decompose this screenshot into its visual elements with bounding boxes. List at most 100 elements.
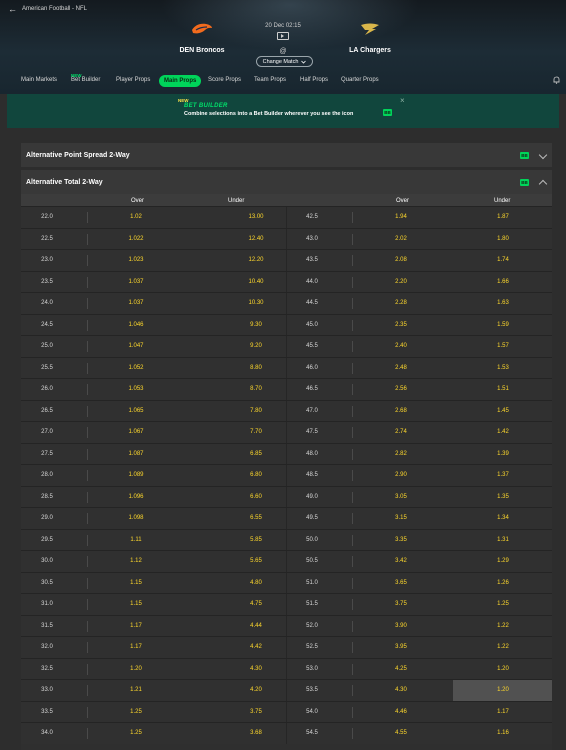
over-odds[interactable]: 1.047 (128, 343, 144, 349)
over-odds[interactable]: 2.08 (395, 257, 407, 263)
over-odds[interactable]: 3.05 (395, 493, 407, 500)
over-odds[interactable]: 1.046 (128, 321, 144, 328)
tab-player-props[interactable]: Player Props (116, 77, 150, 83)
under-odds[interactable]: 4.42 (250, 644, 262, 650)
over-odds[interactable]: 1.21 (130, 687, 142, 693)
under-odds[interactable]: 1.57 (497, 343, 509, 349)
over-odds[interactable]: 1.096 (128, 493, 144, 500)
tab-quarter-props[interactable]: Quarter Props (341, 77, 379, 83)
under-odds[interactable]: 8.80 (250, 364, 262, 371)
under-odds[interactable]: 1.63 (497, 300, 509, 306)
under-odds[interactable]: 1.17 (497, 708, 509, 715)
over-odds[interactable]: 3.75 (395, 601, 407, 607)
over-odds[interactable]: 1.17 (130, 622, 142, 629)
under-odds[interactable]: 1.25 (497, 601, 509, 607)
under-odds[interactable]: 1.20 (497, 687, 509, 693)
market-alt-total[interactable]: Alternative Total 2-Way BB (21, 170, 552, 194)
under-odds[interactable]: 1.31 (497, 536, 509, 543)
over-odds[interactable]: 1.17 (130, 644, 142, 650)
under-odds[interactable]: 3.68 (250, 730, 262, 736)
under-odds[interactable]: 6.85 (250, 450, 262, 457)
over-odds[interactable]: 3.65 (395, 579, 407, 586)
over-odds[interactable]: 1.15 (130, 601, 142, 607)
over-odds[interactable]: 1.022 (128, 235, 144, 242)
under-odds[interactable]: 6.80 (250, 472, 262, 478)
under-odds[interactable]: 5.65 (250, 558, 262, 564)
under-odds[interactable]: 13.00 (248, 214, 264, 220)
under-odds[interactable]: 1.39 (497, 450, 509, 457)
over-odds[interactable]: 4.30 (395, 687, 407, 693)
breadcrumb-label[interactable]: American Football - NFL (22, 6, 88, 12)
under-odds[interactable]: 4.20 (250, 687, 262, 693)
over-odds[interactable]: 1.12 (130, 558, 142, 564)
under-odds[interactable]: 4.75 (250, 601, 262, 607)
under-odds[interactable]: 1.29 (497, 558, 509, 564)
over-odds[interactable]: 2.35 (395, 321, 407, 328)
under-odds[interactable]: 4.80 (250, 579, 262, 586)
under-odds[interactable]: 10.30 (248, 300, 264, 306)
market-alt-point-spread[interactable]: Alternative Point Spread 2-Way BB (21, 143, 552, 167)
under-odds[interactable]: 1.22 (497, 622, 509, 629)
over-odds[interactable]: 2.74 (395, 429, 407, 435)
market-header[interactable]: Alternative Total 2-Way BB (21, 170, 552, 194)
over-odds[interactable]: 3.42 (395, 558, 407, 564)
breadcrumb[interactable]: ← American Football - NFL (8, 4, 88, 14)
under-odds[interactable]: 6.55 (250, 515, 262, 521)
over-odds[interactable]: 2.40 (395, 343, 407, 349)
under-odds[interactable]: 1.16 (497, 730, 509, 736)
over-odds[interactable]: 1.15 (130, 579, 142, 586)
over-odds[interactable]: 2.56 (395, 386, 407, 392)
close-icon[interactable]: × (400, 96, 405, 105)
under-odds[interactable]: 4.30 (250, 665, 262, 672)
over-odds[interactable]: 1.053 (128, 386, 144, 392)
under-odds[interactable]: 7.80 (250, 407, 262, 414)
over-odds[interactable]: 1.089 (128, 472, 144, 478)
change-match-button[interactable]: Change Match (256, 56, 313, 67)
over-odds[interactable]: 2.82 (395, 450, 407, 457)
under-odds[interactable]: 1.42 (497, 429, 509, 435)
over-odds[interactable]: 2.02 (395, 235, 407, 242)
chevron-down-icon[interactable] (538, 150, 548, 160)
over-odds[interactable]: 2.90 (395, 472, 407, 478)
over-odds[interactable]: 1.023 (128, 257, 144, 263)
tv-icon[interactable] (277, 32, 289, 40)
over-odds[interactable]: 1.11 (130, 536, 142, 543)
over-odds[interactable]: 2.20 (395, 278, 407, 285)
under-odds[interactable]: 1.34 (497, 515, 509, 521)
under-odds[interactable]: 1.22 (497, 644, 509, 650)
over-odds[interactable]: 3.95 (395, 644, 407, 650)
market-header[interactable]: Alternative Point Spread 2-Way BB (21, 143, 552, 167)
tab-main-props[interactable]: Main Props (159, 75, 202, 87)
under-odds[interactable]: 12.40 (248, 235, 264, 242)
over-odds[interactable]: 2.68 (395, 407, 407, 414)
over-odds[interactable]: 1.098 (128, 515, 144, 521)
over-odds[interactable]: 1.037 (128, 300, 144, 306)
under-odds[interactable]: 1.66 (497, 278, 509, 285)
under-odds[interactable]: 1.45 (497, 407, 509, 414)
tab-main-markets[interactable]: Main Markets (21, 77, 57, 83)
over-odds[interactable]: 2.28 (395, 300, 407, 306)
over-odds[interactable]: 1.02 (130, 214, 142, 220)
over-odds[interactable]: 4.25 (395, 665, 407, 672)
back-arrow-icon[interactable]: ← (8, 4, 17, 14)
under-odds[interactable]: 8.70 (250, 386, 262, 392)
under-odds[interactable]: 3.75 (250, 708, 262, 715)
under-odds[interactable]: 1.87 (497, 214, 509, 220)
under-odds[interactable]: 1.51 (497, 386, 509, 392)
over-odds[interactable]: 2.48 (395, 364, 407, 371)
tab-half-props[interactable]: Half Props (300, 77, 328, 83)
tab-team-props[interactable]: Team Props (254, 77, 286, 83)
under-odds[interactable]: 1.74 (497, 257, 509, 263)
over-odds[interactable]: 1.037 (128, 278, 144, 285)
over-odds[interactable]: 1.25 (130, 730, 142, 736)
over-odds[interactable]: 4.46 (395, 708, 407, 715)
over-odds[interactable]: 3.90 (395, 622, 407, 629)
over-odds[interactable]: 1.052 (128, 364, 144, 371)
under-odds[interactable]: 6.60 (250, 493, 262, 500)
over-odds[interactable]: 4.55 (395, 730, 407, 736)
under-odds[interactable]: 1.20 (497, 665, 509, 672)
over-odds[interactable]: 1.065 (128, 407, 144, 414)
tab-bet-builder[interactable]: NEW Bet Builder (71, 73, 100, 83)
over-odds[interactable]: 1.25 (130, 708, 142, 715)
over-odds[interactable]: 3.15 (395, 515, 407, 521)
